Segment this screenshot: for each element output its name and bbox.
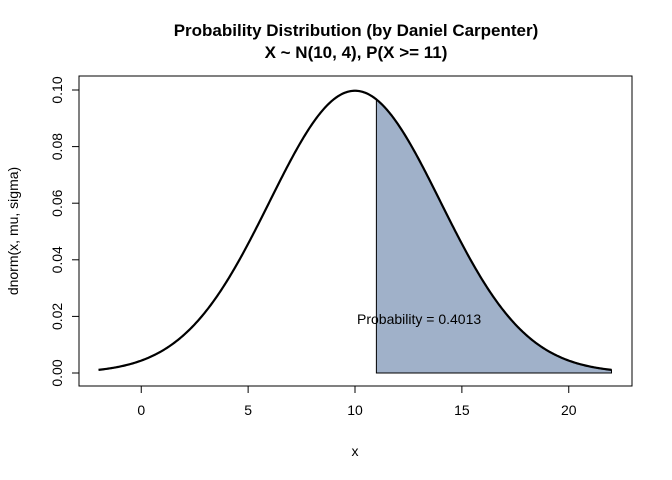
y-tick-label: 0.00 xyxy=(49,359,65,386)
x-axis-label: x xyxy=(352,443,359,459)
x-axis: 0 5 10 15 20 xyxy=(137,385,577,418)
y-tick-label: 0.02 xyxy=(49,303,65,330)
y-tick-label: 0.06 xyxy=(49,189,65,216)
density-curve xyxy=(98,89,612,371)
probability-annotation: Probability = 0.4013 xyxy=(357,311,481,327)
y-tick-label: 0.08 xyxy=(49,133,65,160)
chart-title: Probability Distribution (by Daniel Carp… xyxy=(174,21,539,40)
plot-frame xyxy=(78,75,633,387)
plot-area: Probability = 0.4013 xyxy=(98,89,612,374)
x-tick-label: 10 xyxy=(347,402,363,418)
y-tick-label: 0.04 xyxy=(49,246,65,273)
y-axis: 0.00 0.02 0.04 0.06 0.08 0.10 xyxy=(49,76,80,387)
y-tick-label: 0.10 xyxy=(49,76,65,103)
x-tick-label: 5 xyxy=(244,402,252,418)
x-tick-label: 15 xyxy=(454,402,470,418)
x-tick-label: 0 xyxy=(137,402,145,418)
x-tick-label: 20 xyxy=(561,402,577,418)
shaded-probability-region xyxy=(375,98,612,374)
chart-subtitle: X ~ N(10, 4), P(X >= 11) xyxy=(265,43,448,62)
y-axis-label: dnorm(x, mu, sigma) xyxy=(5,167,21,295)
